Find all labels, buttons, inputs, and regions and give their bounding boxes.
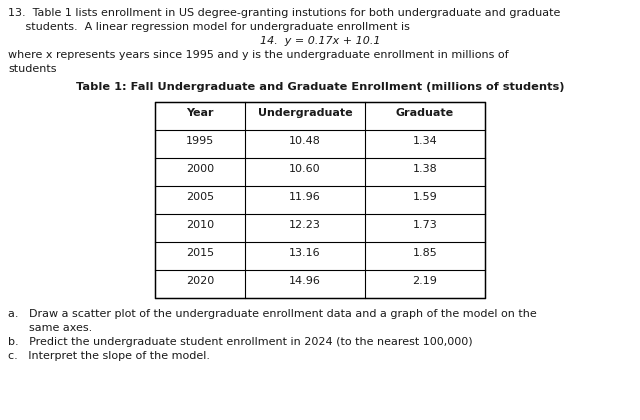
Text: 14.96: 14.96 bbox=[289, 276, 321, 286]
Text: 2.19: 2.19 bbox=[413, 276, 437, 286]
Text: Undergraduate: Undergraduate bbox=[258, 108, 352, 118]
Text: 1.59: 1.59 bbox=[413, 192, 437, 202]
Text: 11.96: 11.96 bbox=[289, 192, 321, 202]
Text: Graduate: Graduate bbox=[396, 108, 454, 118]
Text: 10.60: 10.60 bbox=[289, 164, 321, 174]
Text: b.   Predict the undergraduate student enrollment in 2024 (to the nearest 100,00: b. Predict the undergraduate student enr… bbox=[8, 337, 472, 347]
Text: 13.16: 13.16 bbox=[289, 248, 321, 258]
Bar bbox=[155, 102, 485, 298]
Text: 2010: 2010 bbox=[186, 220, 214, 230]
Text: 12.23: 12.23 bbox=[289, 220, 321, 230]
Text: 10.48: 10.48 bbox=[289, 136, 321, 146]
Text: students: students bbox=[8, 64, 56, 74]
Text: 1.38: 1.38 bbox=[413, 164, 437, 174]
Text: 2005: 2005 bbox=[186, 192, 214, 202]
Text: 13.  Table 1 lists enrollment in US degree-granting instutions for both undergra: 13. Table 1 lists enrollment in US degre… bbox=[8, 8, 561, 18]
Text: Table 1: Fall Undergraduate and Graduate Enrollment (millions of students): Table 1: Fall Undergraduate and Graduate… bbox=[76, 82, 564, 92]
Text: same axes.: same axes. bbox=[8, 323, 92, 333]
Text: 14.  y = 0.17x + 10.1: 14. y = 0.17x + 10.1 bbox=[260, 36, 380, 46]
Text: 1.34: 1.34 bbox=[413, 136, 437, 146]
Text: Year: Year bbox=[186, 108, 214, 118]
Text: 2000: 2000 bbox=[186, 164, 214, 174]
Text: c.   Interpret the slope of the model.: c. Interpret the slope of the model. bbox=[8, 351, 210, 361]
Text: students.  A linear regression model for undergraduate enrollment is: students. A linear regression model for … bbox=[8, 22, 410, 32]
Text: 1.85: 1.85 bbox=[413, 248, 437, 258]
Text: 1995: 1995 bbox=[186, 136, 214, 146]
Text: 1.73: 1.73 bbox=[413, 220, 437, 230]
Text: where x represents years since 1995 and y is the undergraduate enrollment in mil: where x represents years since 1995 and … bbox=[8, 50, 509, 60]
Text: a.   Draw a scatter plot of the undergraduate enrollment data and a graph of the: a. Draw a scatter plot of the undergradu… bbox=[8, 309, 537, 319]
Text: 2015: 2015 bbox=[186, 248, 214, 258]
Text: 2020: 2020 bbox=[186, 276, 214, 286]
